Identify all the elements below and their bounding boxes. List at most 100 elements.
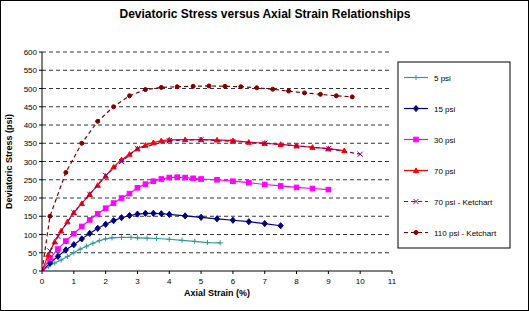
point <box>326 146 331 151</box>
point <box>103 206 108 211</box>
point <box>179 238 184 243</box>
chart: Deviatoric Stress versus Axial Strain Re… <box>0 0 529 311</box>
point <box>42 269 44 271</box>
point <box>167 175 172 180</box>
y-tick-label: 250 <box>24 176 38 185</box>
x-axis <box>42 271 392 272</box>
point <box>71 242 76 248</box>
point <box>71 250 76 255</box>
legend-marker <box>413 105 418 111</box>
y-tick-label: 450 <box>24 103 38 112</box>
point <box>303 91 307 95</box>
legend-marker <box>414 137 419 142</box>
point <box>135 146 140 151</box>
point <box>334 94 338 98</box>
point <box>239 85 243 89</box>
point <box>95 225 100 231</box>
y-tick-label: 300 <box>24 158 38 167</box>
legend-frame <box>398 62 510 248</box>
point <box>90 241 95 246</box>
series-line <box>42 86 352 271</box>
point <box>78 247 83 252</box>
point <box>262 141 267 146</box>
point <box>191 84 195 88</box>
legend-label: 5 psi <box>434 74 451 83</box>
grid-line <box>42 252 392 253</box>
point <box>109 235 114 240</box>
x-tick-label: 4 <box>167 277 172 286</box>
legend-marker <box>413 168 418 173</box>
point <box>167 211 172 217</box>
point <box>262 220 267 226</box>
point <box>183 213 188 219</box>
grid-line <box>42 161 392 162</box>
point <box>151 210 156 216</box>
point <box>55 253 60 259</box>
grid-line <box>42 52 392 53</box>
point <box>175 85 179 89</box>
series-line <box>50 140 360 251</box>
point <box>198 137 203 142</box>
point <box>294 185 299 190</box>
point <box>42 269 44 271</box>
point <box>119 159 124 164</box>
y-tick-label: 50 <box>28 249 37 258</box>
point <box>103 221 108 227</box>
point <box>143 182 148 187</box>
point <box>231 179 236 184</box>
point <box>215 177 220 182</box>
point <box>103 173 108 178</box>
x-tick-label: 0 <box>40 277 45 286</box>
point <box>287 89 291 93</box>
y-tick-label: 550 <box>24 66 38 75</box>
point <box>97 238 102 243</box>
point <box>183 175 188 180</box>
legend-marker <box>414 231 418 235</box>
legend-label: 70 psi <box>434 167 456 176</box>
y-tick-label: 500 <box>24 85 38 94</box>
point <box>71 210 76 215</box>
point <box>42 268 45 271</box>
series-line <box>42 237 220 271</box>
point <box>63 247 68 253</box>
y-tick-label: 100 <box>24 231 38 240</box>
grid-line <box>42 143 392 144</box>
series-line <box>42 213 281 271</box>
series-line <box>42 140 344 271</box>
point <box>71 210 76 215</box>
legend-label: 110 psi - Ketchart <box>434 229 497 238</box>
x-tick-label: 2 <box>103 277 108 286</box>
y-tick-label: 400 <box>24 121 38 130</box>
point <box>87 218 92 223</box>
point <box>55 234 60 239</box>
point <box>95 211 100 216</box>
point <box>119 235 124 240</box>
point <box>214 137 219 142</box>
y-axis <box>42 52 43 271</box>
point <box>278 223 283 229</box>
point <box>84 244 89 249</box>
legend-label: 15 psi <box>434 105 456 114</box>
legend-marker <box>413 199 418 204</box>
point <box>143 210 148 216</box>
y-tick-label: 0 <box>33 267 38 276</box>
point <box>135 235 140 240</box>
point <box>310 186 315 191</box>
point <box>207 84 211 88</box>
y-tick-label: 200 <box>24 194 38 203</box>
point <box>230 217 235 223</box>
grid-line <box>42 234 392 235</box>
point <box>151 179 156 184</box>
point <box>128 235 133 240</box>
point <box>191 176 196 181</box>
point <box>48 214 52 218</box>
point <box>230 139 235 144</box>
x-tick-label: 9 <box>326 277 331 286</box>
point <box>294 143 299 148</box>
x-tick-label: 11 <box>388 277 397 286</box>
legend-label: 30 psi <box>434 136 456 145</box>
legend-marker <box>413 75 418 80</box>
point <box>167 138 172 143</box>
y-tick-label: 150 <box>24 212 38 221</box>
point <box>119 196 124 201</box>
